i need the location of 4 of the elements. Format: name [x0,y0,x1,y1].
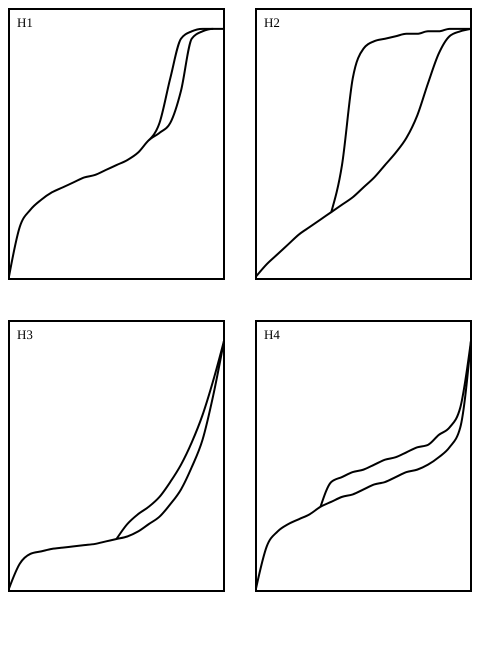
chart-title: H1 [17,15,33,30]
chart-title: H3 [17,327,33,342]
chart-title: H2 [264,15,280,30]
chart-title: H4 [264,327,280,342]
